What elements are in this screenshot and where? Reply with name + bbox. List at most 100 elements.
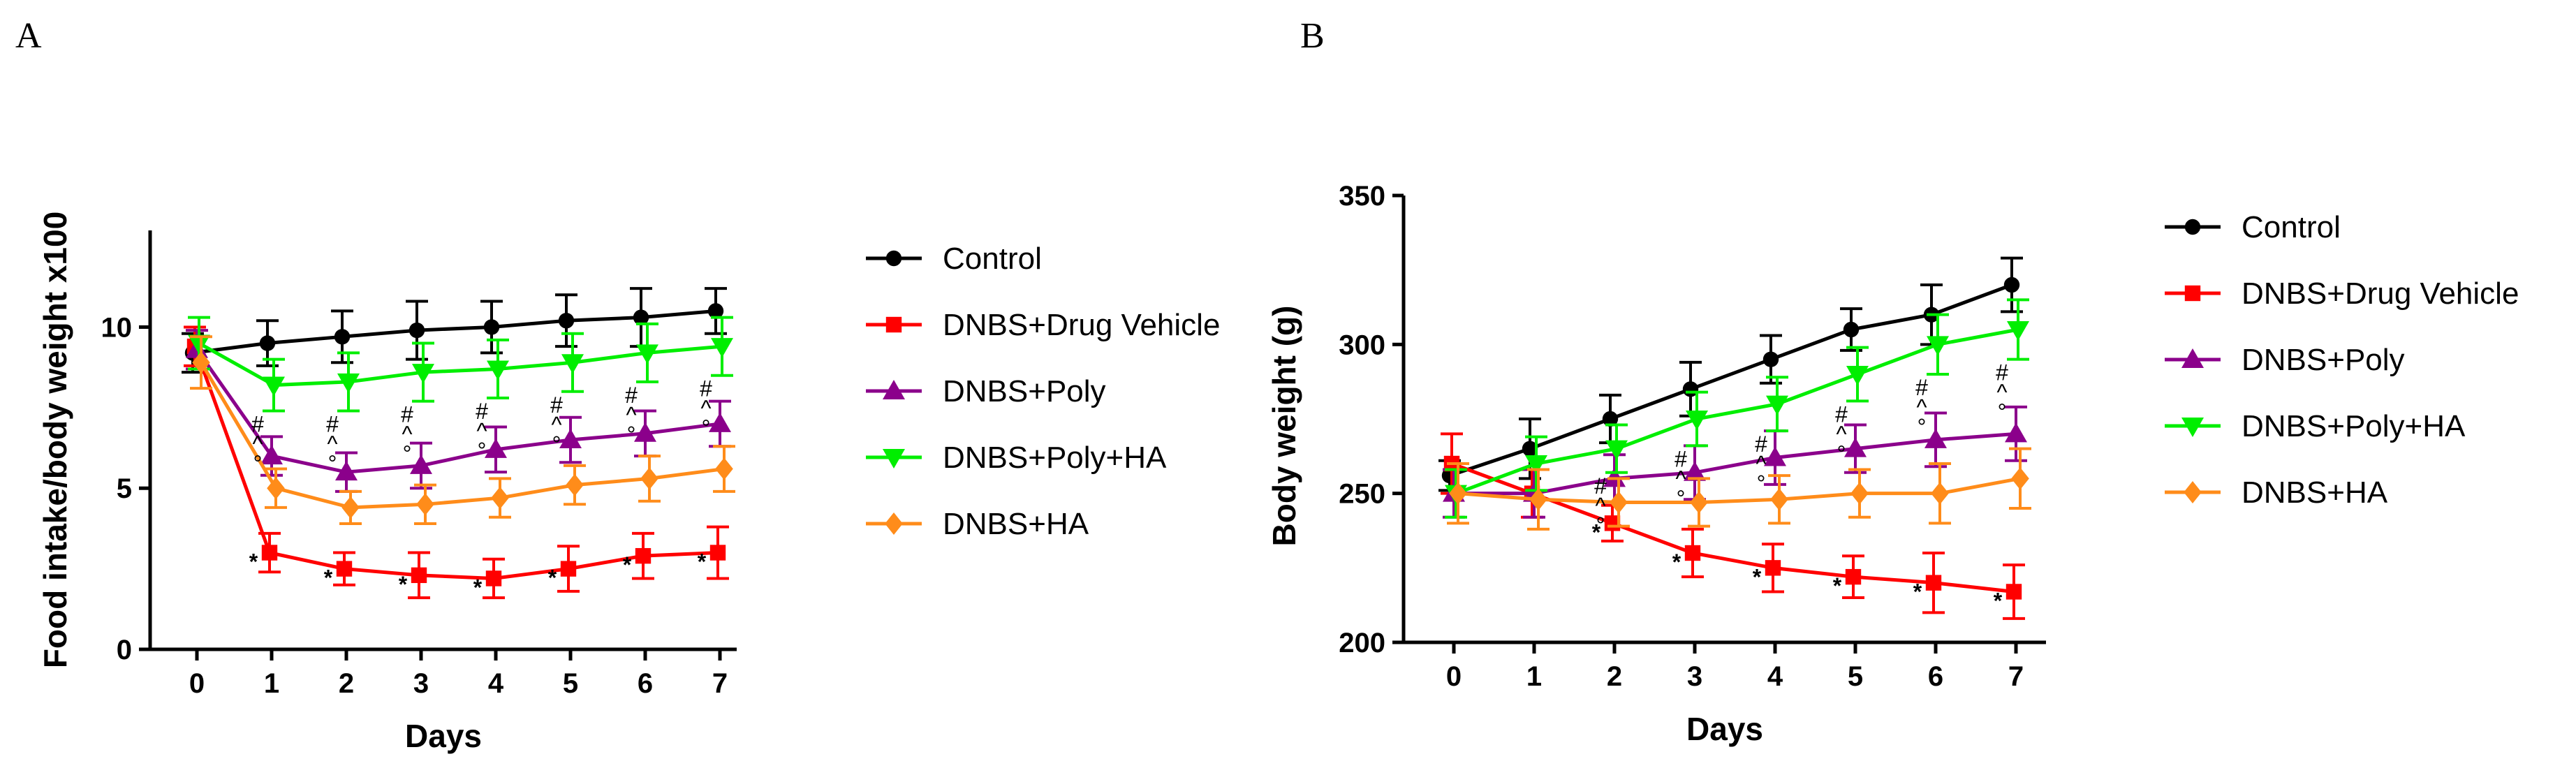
- series-dnbs-poly-ha: [1445, 298, 2029, 519]
- legend-label: Control: [943, 242, 1042, 276]
- panel-label-a: A: [15, 16, 42, 56]
- legend-item: DNBS+Drug Vehicle: [866, 308, 1220, 342]
- legend-item: DNBS+Drug Vehicle: [2165, 276, 2519, 311]
- legend-label: DNBS+Poly+HA: [2242, 409, 2466, 443]
- x-tick-label: 7: [712, 668, 728, 699]
- significance-symbol: ^: [1996, 380, 2007, 405]
- data-point: [559, 429, 582, 448]
- data-point: [2003, 276, 2020, 293]
- legend-item: DNBS+HA: [866, 507, 1089, 541]
- data-point: [491, 487, 509, 510]
- data-point: [483, 319, 500, 335]
- legend-label: Control: [2242, 210, 2341, 244]
- data-point: [1522, 441, 1538, 457]
- data-point: [711, 338, 733, 358]
- x-axis-title: Days: [405, 718, 482, 754]
- data-point: [636, 344, 658, 364]
- significance-star: *: [1994, 588, 2003, 613]
- significance-star: *: [399, 572, 408, 597]
- data-point: [485, 438, 507, 458]
- legend: Control DNBS+Drug Vehicle DNBS+Poly DNBS+Po…: [2165, 210, 2519, 510]
- legend-item: DNBS+HA: [2165, 475, 2388, 510]
- legend-marker: [2184, 285, 2201, 302]
- series-dnbs-drug-vehicle: [1441, 432, 2025, 620]
- chart-food-intake: 0 5 10 0 1 2 3 4 5 6 7 Days Food intake/body weight …: [37, 212, 1220, 754]
- data-point: [1925, 575, 1942, 591]
- significance-symbol: °: [1596, 512, 1605, 538]
- significance-symbol: °: [403, 441, 412, 466]
- x-tick-label: 6: [1928, 661, 1943, 692]
- significance-symbol: °: [478, 438, 487, 463]
- data-point: [1686, 411, 1708, 430]
- y-axis-title: Food intake/body weight x100: [37, 212, 73, 668]
- data-point: [1762, 351, 1779, 367]
- x-tick-label: 0: [1446, 661, 1462, 692]
- data-point: [1845, 568, 1862, 585]
- chart-body-weight: 200 250 300 350 0 1 2 3 4 5 6 7 Days Body weight (g) *…: [1266, 181, 2519, 747]
- x-axis-title: Days: [1686, 711, 1763, 747]
- series-dnbs-ha: [190, 335, 735, 525]
- significance-symbol: °: [1757, 471, 1766, 496]
- data-point: [259, 335, 276, 351]
- data-point: [2007, 321, 2029, 341]
- significance-symbol: ^: [1756, 451, 1766, 476]
- significance-symbol: °: [702, 415, 711, 441]
- data-point: [263, 376, 285, 397]
- data-point: [487, 360, 509, 381]
- data-point: [267, 477, 285, 500]
- data-point: [566, 473, 584, 496]
- x-tick-label: 0: [189, 668, 205, 699]
- significance-star: *: [249, 549, 258, 575]
- legend-marker: [885, 512, 903, 535]
- data-point: [2011, 467, 2029, 490]
- data-point: [1850, 482, 1869, 505]
- legend-item: DNBS+Poly+HA: [2165, 409, 2466, 443]
- significance-symbol: ^: [1836, 421, 1846, 446]
- x-tick-label: 3: [1687, 661, 1702, 692]
- legend-item: DNBS+Poly+HA: [866, 441, 1167, 475]
- significance-symbol: ^: [476, 418, 487, 443]
- data-point: [1605, 440, 1628, 460]
- y-tick-label: 5: [117, 473, 132, 504]
- legend-marker: [883, 380, 905, 399]
- data-point: [561, 354, 584, 374]
- legend-marker: [885, 316, 902, 333]
- significance-symbol: #: [1996, 360, 2008, 385]
- significance-symbol: #: [401, 402, 413, 427]
- series-dnbs-poly: [1443, 405, 2027, 519]
- significance-symbol: #: [700, 376, 712, 401]
- legend-marker: [2181, 418, 2204, 437]
- data-point: [1931, 482, 1949, 505]
- data-point: [335, 461, 358, 481]
- significance-symbol: ^: [252, 431, 263, 456]
- series-dnbs-ha: [1447, 447, 2031, 531]
- data-point: [416, 493, 434, 516]
- significance-symbol: #: [1915, 375, 1928, 400]
- significance-star: *: [1753, 564, 1762, 589]
- significance-symbol: #: [476, 399, 488, 424]
- data-point: [337, 373, 360, 393]
- significance-star: *: [698, 549, 707, 575]
- series-dnbs-poly-ha: [188, 316, 733, 413]
- data-point: [1924, 428, 1947, 448]
- panel-label-b: B: [1300, 16, 1325, 56]
- legend-label: DNBS+HA: [943, 507, 1089, 541]
- data-point: [558, 313, 575, 329]
- significance-symbol: °: [328, 450, 337, 475]
- data-point: [1690, 491, 1708, 514]
- data-point: [1602, 411, 1619, 427]
- data-point: [1684, 545, 1701, 561]
- significance-symbol: °: [1918, 414, 1927, 439]
- x-tick-label: 2: [339, 668, 354, 699]
- legend-item: Control: [866, 242, 1042, 276]
- significance-symbol: ^: [402, 422, 412, 447]
- legend-item: DNBS+Poly: [866, 374, 1106, 408]
- data-point: [1529, 488, 1547, 511]
- significance-symbol: #: [251, 411, 264, 436]
- significance-symbol: ^: [551, 412, 561, 437]
- data-point: [707, 303, 724, 319]
- significance-symbol: ^: [700, 396, 711, 421]
- significance-symbol: °: [1677, 485, 1686, 510]
